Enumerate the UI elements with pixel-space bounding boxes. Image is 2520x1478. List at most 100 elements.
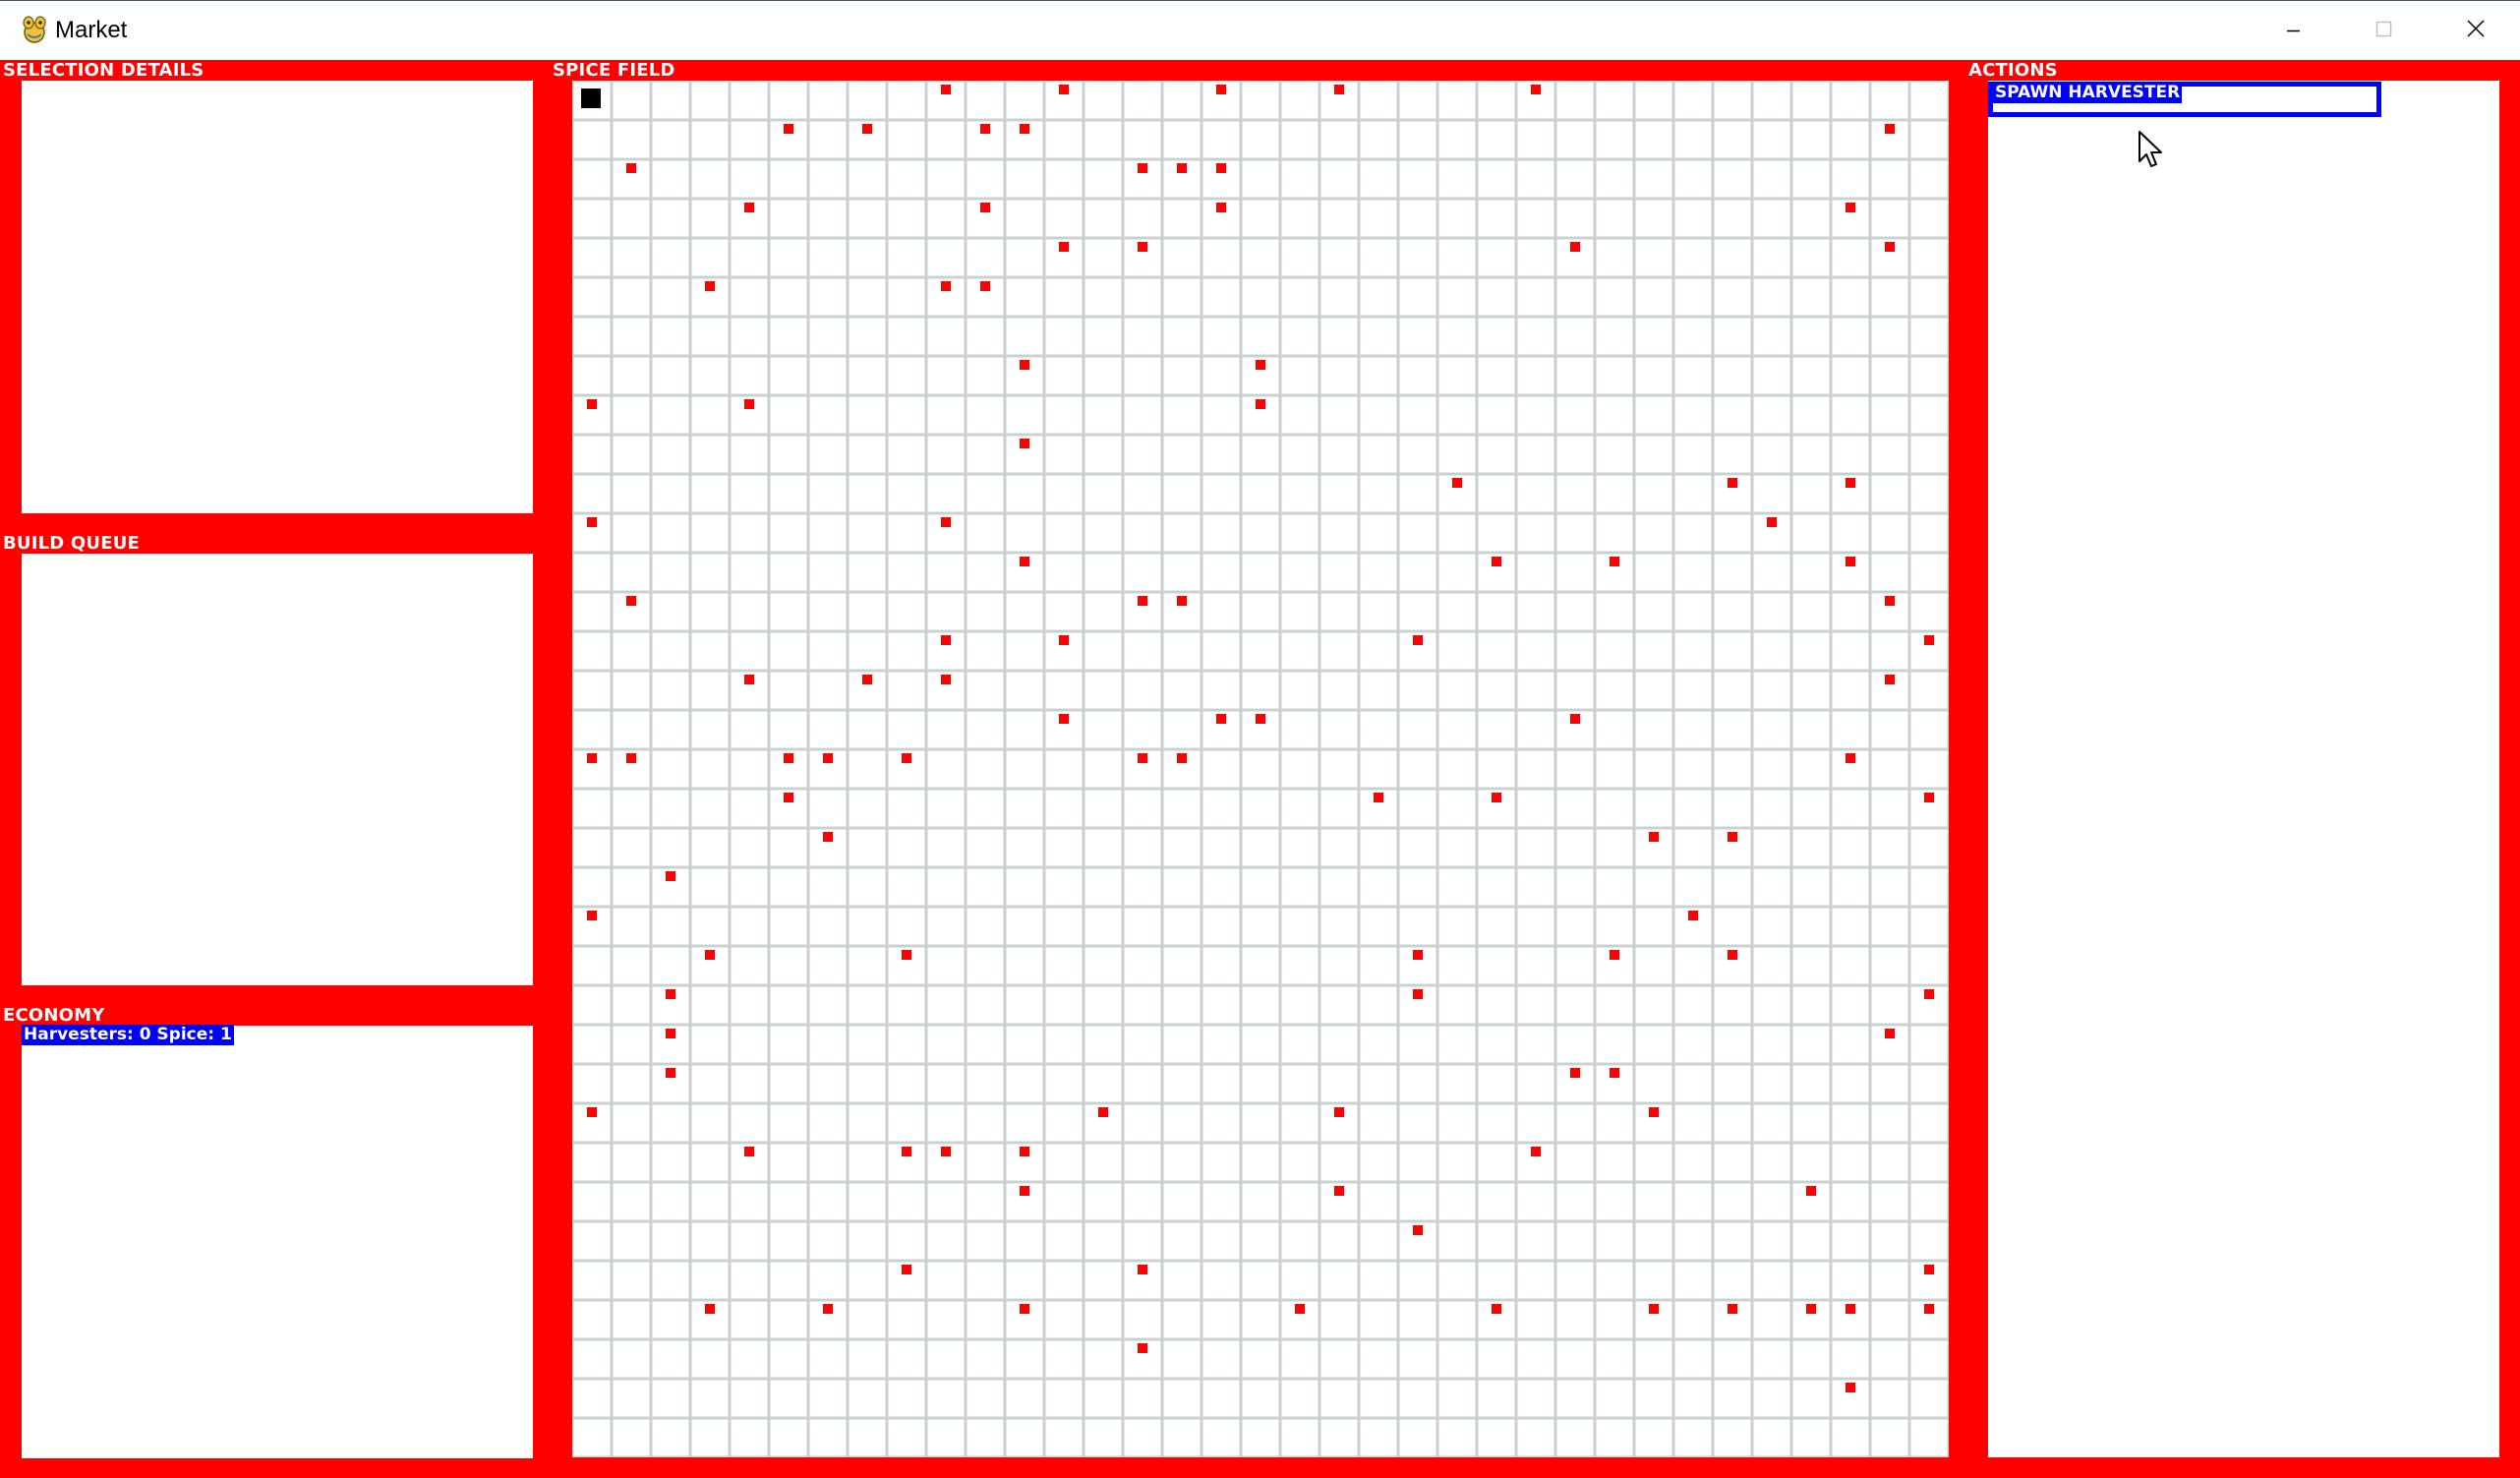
minimize-button[interactable]: [2248, 1, 2338, 61]
spice-deposit[interactable]: [1649, 832, 1659, 842]
spice-deposit[interactable]: [1020, 439, 1029, 448]
spice-deposit[interactable]: [1885, 124, 1895, 134]
spice-deposit[interactable]: [587, 517, 597, 527]
spice-deposit[interactable]: [902, 753, 911, 763]
spice-deposit[interactable]: [1728, 478, 1737, 488]
spice-deposit[interactable]: [941, 675, 951, 684]
spice-deposit[interactable]: [1138, 242, 1147, 252]
spice-deposit[interactable]: [1767, 517, 1777, 527]
spice-deposit[interactable]: [744, 1147, 754, 1156]
spice-deposit[interactable]: [1531, 85, 1541, 94]
spice-deposit[interactable]: [1728, 950, 1737, 960]
spice-deposit[interactable]: [1138, 163, 1147, 173]
spice-deposit[interactable]: [1452, 478, 1462, 488]
spice-deposit[interactable]: [1846, 1383, 1855, 1392]
spice-deposit[interactable]: [1334, 1107, 1344, 1117]
spice-deposit[interactable]: [666, 989, 675, 999]
spice-deposit[interactable]: [1924, 793, 1934, 802]
spice-deposit[interactable]: [1177, 753, 1187, 763]
spice-deposit[interactable]: [1492, 557, 1501, 566]
spice-deposit[interactable]: [1728, 1304, 1737, 1314]
spice-deposit[interactable]: [1138, 753, 1147, 763]
spice-deposit[interactable]: [941, 635, 951, 645]
spice-deposit[interactable]: [941, 1147, 951, 1156]
spice-deposit[interactable]: [1256, 714, 1265, 724]
spice-deposit[interactable]: [1374, 793, 1383, 802]
spice-deposit[interactable]: [1846, 203, 1855, 212]
spice-deposit[interactable]: [784, 124, 793, 134]
spice-deposit[interactable]: [744, 675, 754, 684]
spice-deposit[interactable]: [705, 1304, 715, 1314]
spice-deposit[interactable]: [587, 753, 597, 763]
spice-deposit[interactable]: [1570, 242, 1580, 252]
spice-deposit[interactable]: [862, 675, 872, 684]
spice-deposit[interactable]: [1177, 596, 1187, 606]
spice-deposit[interactable]: [1806, 1304, 1816, 1314]
spice-deposit[interactable]: [1846, 478, 1855, 488]
close-button[interactable]: [2430, 1, 2520, 61]
spice-deposit[interactable]: [1413, 1225, 1423, 1235]
spice-deposit[interactable]: [1334, 85, 1344, 94]
spice-deposit[interactable]: [1924, 1265, 1934, 1274]
spice-deposit[interactable]: [902, 1265, 911, 1274]
spice-deposit[interactable]: [1610, 950, 1619, 960]
spice-deposit[interactable]: [1531, 1147, 1541, 1156]
spice-deposit[interactable]: [1885, 242, 1895, 252]
spice-deposit[interactable]: [941, 85, 951, 94]
spice-deposit[interactable]: [980, 124, 990, 134]
spice-deposit[interactable]: [1020, 1186, 1029, 1196]
spice-deposit[interactable]: [1688, 911, 1698, 920]
spice-deposit[interactable]: [1728, 832, 1737, 842]
spice-grid-svg[interactable]: [570, 79, 1951, 1459]
spice-deposit[interactable]: [1570, 714, 1580, 724]
spice-deposit[interactable]: [1610, 557, 1619, 566]
spice-deposit[interactable]: [1138, 1265, 1147, 1274]
spice-deposit[interactable]: [626, 596, 636, 606]
spice-deposit[interactable]: [1059, 714, 1069, 724]
spice-deposit[interactable]: [1216, 85, 1226, 94]
spice-deposit[interactable]: [744, 399, 754, 409]
spice-deposit[interactable]: [1020, 360, 1029, 370]
spice-deposit[interactable]: [784, 753, 793, 763]
spice-deposit[interactable]: [626, 163, 636, 173]
spice-deposit[interactable]: [626, 753, 636, 763]
spice-deposit[interactable]: [1885, 596, 1895, 606]
spice-deposit[interactable]: [980, 203, 990, 212]
spice-deposit[interactable]: [1649, 1107, 1659, 1117]
spice-deposit[interactable]: [784, 793, 793, 802]
spice-deposit[interactable]: [1098, 1107, 1108, 1117]
spice-deposit[interactable]: [980, 281, 990, 291]
spice-deposit[interactable]: [902, 1147, 911, 1156]
spice-deposit[interactable]: [1649, 1304, 1659, 1314]
spice-deposit[interactable]: [666, 871, 675, 881]
spice-deposit[interactable]: [1885, 1029, 1895, 1038]
spice-field-grid[interactable]: [570, 79, 1951, 1462]
spice-deposit[interactable]: [1020, 1304, 1029, 1314]
spice-deposit[interactable]: [1492, 793, 1501, 802]
spice-deposit[interactable]: [1177, 163, 1187, 173]
spice-deposit[interactable]: [1059, 635, 1069, 645]
spice-deposit[interactable]: [587, 911, 597, 920]
spice-deposit[interactable]: [823, 753, 833, 763]
spice-deposit[interactable]: [1492, 1304, 1501, 1314]
spice-deposit[interactable]: [1924, 989, 1934, 999]
spice-deposit[interactable]: [1334, 1186, 1344, 1196]
spice-deposit[interactable]: [1806, 1186, 1816, 1196]
spice-deposit[interactable]: [1020, 1147, 1029, 1156]
spice-deposit[interactable]: [1256, 399, 1265, 409]
spice-deposit[interactable]: [1413, 989, 1423, 999]
spice-deposit[interactable]: [1059, 85, 1069, 94]
spice-deposit[interactable]: [1216, 203, 1226, 212]
spice-deposit[interactable]: [862, 124, 872, 134]
spice-deposit[interactable]: [1256, 360, 1265, 370]
maximize-button[interactable]: [2338, 1, 2429, 61]
spice-deposit[interactable]: [1924, 635, 1934, 645]
spice-deposit[interactable]: [1413, 635, 1423, 645]
spice-deposit[interactable]: [902, 950, 911, 960]
spice-deposit[interactable]: [1846, 557, 1855, 566]
spawn-harvester-button[interactable]: SPAWN HARVESTER: [1988, 82, 2381, 117]
spice-deposit[interactable]: [587, 399, 597, 409]
spice-deposit[interactable]: [1216, 714, 1226, 724]
spice-deposit[interactable]: [1138, 1343, 1147, 1353]
spice-deposit[interactable]: [1216, 163, 1226, 173]
